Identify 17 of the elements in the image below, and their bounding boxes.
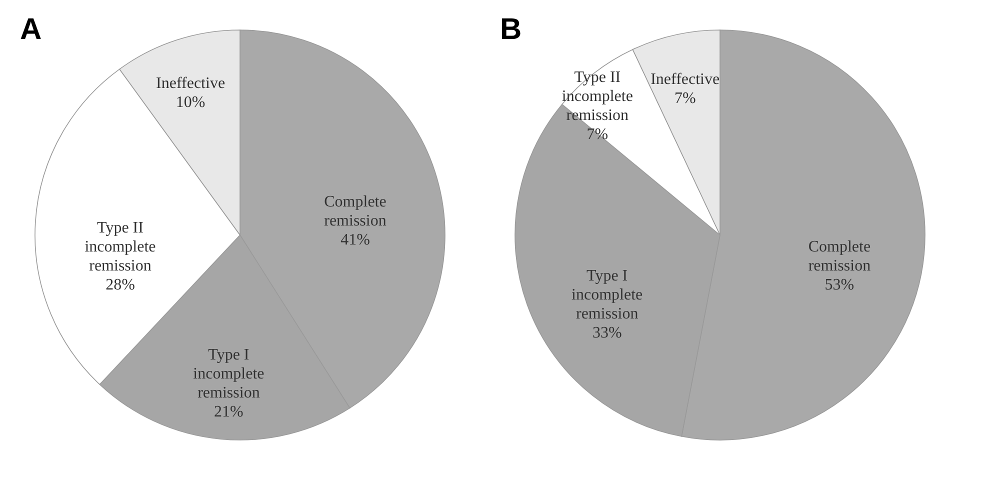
slice-label: Type I incomplete remission bbox=[572, 268, 643, 323]
slice-label: Complete remission bbox=[324, 194, 386, 230]
data-label: 41% bbox=[340, 232, 370, 249]
slice-label: Complete remission bbox=[808, 238, 871, 274]
data-label: 53% bbox=[824, 276, 854, 294]
data-label: 21% bbox=[214, 403, 244, 420]
slice-label: Ineffective bbox=[156, 74, 226, 92]
chart-title: A bbox=[20, 13, 42, 46]
data-label: 10% bbox=[176, 94, 206, 111]
slice-label: Type I incomplete remission bbox=[193, 346, 264, 402]
chart-title: B bbox=[500, 13, 522, 46]
slice-label: Type II incomplete remission bbox=[562, 68, 633, 124]
data-label: 7% bbox=[674, 90, 696, 107]
data-label: 28% bbox=[106, 276, 135, 294]
slice-label: Ineffective bbox=[650, 70, 720, 88]
slice-label: Type II incomplete remission bbox=[84, 219, 156, 274]
data-label: 33% bbox=[592, 324, 622, 342]
